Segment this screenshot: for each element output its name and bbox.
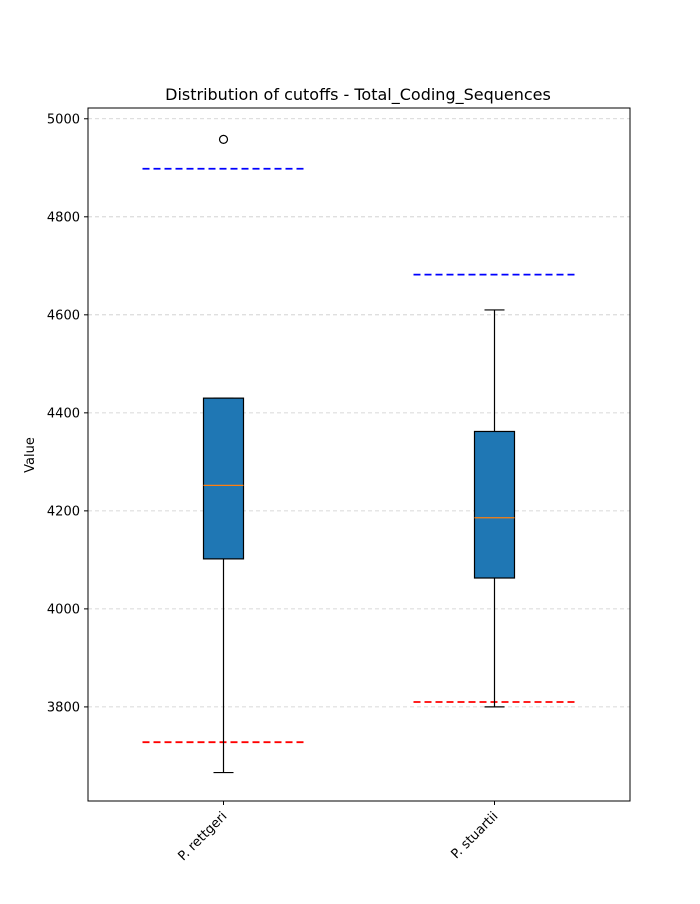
x-tick-label: P. stuartii bbox=[448, 809, 501, 862]
y-tick-label: 4600 bbox=[47, 308, 80, 323]
plot-area-frame bbox=[87, 107, 631, 802]
box bbox=[202, 397, 245, 560]
x-axis-ticks: P. rettgeri P. stuartii bbox=[175, 801, 501, 864]
y-axis-label: Value bbox=[23, 437, 38, 473]
grid-lines bbox=[88, 118, 630, 708]
box bbox=[473, 430, 516, 579]
y-axis-ticks: 3800 4000 4200 4400 4600 4800 5000 bbox=[47, 112, 88, 715]
y-tick-label: 4000 bbox=[47, 602, 80, 617]
boxes bbox=[202, 134, 516, 774]
x-tick-label: P. rettgeri bbox=[175, 809, 230, 864]
y-tick-label: 4200 bbox=[47, 504, 80, 519]
y-tick-label: 3800 bbox=[47, 700, 80, 715]
y-tick-label: 5000 bbox=[47, 112, 80, 127]
outlier-point bbox=[218, 134, 229, 144]
y-tick-label: 4800 bbox=[47, 210, 80, 225]
y-tick-label: 4400 bbox=[47, 406, 80, 421]
chart-title: Distribution of cutoffs - Total_Coding_S… bbox=[165, 85, 551, 105]
